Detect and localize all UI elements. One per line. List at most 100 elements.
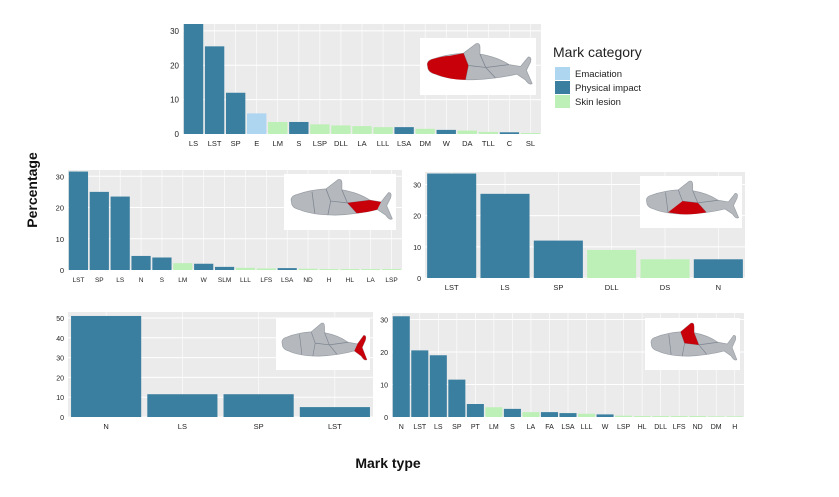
x-tick-label: H <box>732 424 737 431</box>
x-tick-label: HL <box>638 424 647 431</box>
dolphin-body <box>646 180 740 219</box>
bar-lst <box>204 46 225 134</box>
x-tick-label: LSP <box>385 277 397 284</box>
x-tick-label: SP <box>254 422 264 431</box>
x-tick-label: E <box>254 139 259 148</box>
x-tick-label: S <box>296 139 301 148</box>
x-tick-label: LM <box>273 139 283 148</box>
bar-w <box>596 414 614 417</box>
legend-label-skin-lesion: Skin lesion <box>575 97 621 108</box>
bar-sp <box>89 191 109 270</box>
x-tick-label: LA <box>357 139 366 148</box>
x-tick-label: LSP <box>617 424 631 431</box>
bar-dll <box>587 249 637 278</box>
dolphin-icon-1 <box>284 174 396 230</box>
y-tick-label: 30 <box>380 318 388 325</box>
bar-w <box>436 129 456 134</box>
bar-dm <box>415 128 435 134</box>
x-tick-label: S <box>160 277 165 284</box>
bar-n <box>71 315 142 417</box>
y-tick-label: 0 <box>60 266 64 275</box>
dolphin-segments <box>668 331 718 357</box>
bar-lsp <box>310 124 330 134</box>
x-tick-label: LLL <box>240 277 251 284</box>
bar-lst <box>427 173 477 278</box>
bar-ls <box>147 394 218 417</box>
x-tick-label: LFS <box>673 424 686 431</box>
y-tick-label: 20 <box>56 375 64 382</box>
x-tick-label: H <box>327 277 332 284</box>
dolphin-highlight-fluke <box>354 335 367 361</box>
x-tick-label: LST <box>413 424 427 431</box>
y-tick-label: 40 <box>56 336 64 343</box>
bar-ls <box>480 193 530 278</box>
bar-lm <box>268 121 288 134</box>
x-tick-label: LM <box>489 424 499 431</box>
chart-panel-3: 0 10 20 30 40 50 N LS SP LST <box>56 312 373 431</box>
x-tick-label: LS <box>178 422 187 431</box>
bar-sl <box>520 132 541 134</box>
bar-n <box>392 316 410 417</box>
x-tick-label: ND <box>693 424 703 431</box>
dolphin-highlight-tail-stock <box>347 200 382 214</box>
x-tick-label: N <box>103 422 108 431</box>
x-tick-label: LA <box>367 277 376 284</box>
x-tick-label: SP <box>231 139 241 148</box>
y-axis-title: Percentage <box>24 152 40 228</box>
chart-panel-2: 0 10 20 30 LST LS SP DLL DS N <box>413 172 745 292</box>
bar-slm <box>214 266 235 270</box>
bar-c <box>499 132 520 134</box>
bar-fa <box>540 412 558 417</box>
x-tick-label: DLL <box>605 283 619 292</box>
bar-ds <box>640 259 690 278</box>
bar-dm <box>707 416 725 417</box>
bar-s <box>289 121 309 134</box>
bar-lsa <box>559 413 577 417</box>
bar-sp <box>223 394 294 417</box>
x-tick-label: LSA <box>281 277 294 284</box>
x-tick-label: LST <box>445 283 459 292</box>
x-tick-label: DM <box>711 424 722 431</box>
x-axis-title: Mark type <box>355 455 421 471</box>
x-tick-label: LLL <box>581 424 593 431</box>
bar-sp <box>448 379 466 417</box>
legend-label-emaciation: Emaciation <box>575 69 622 80</box>
x-tick-label: SP <box>553 283 563 292</box>
legend-label-physical-impact: Physical impact <box>575 83 641 94</box>
y-tick-label: 0 <box>175 130 180 139</box>
bar-n <box>693 259 743 278</box>
x-tick-label: PT <box>471 424 481 431</box>
legend-title: Mark category <box>553 44 642 60</box>
y-tick-label: 30 <box>56 172 64 181</box>
bar-lll <box>235 267 256 270</box>
dolphin-icon-3 <box>276 318 370 370</box>
y-tick-label: 20 <box>380 350 388 357</box>
y-tick-label: 20 <box>56 204 64 213</box>
y-tick-label: 30 <box>56 356 64 363</box>
bar-h <box>726 416 744 417</box>
bar-hl <box>633 416 651 417</box>
y-tick-label: 0 <box>60 415 64 422</box>
y-tick-label: 20 <box>413 214 421 221</box>
x-tick-label: FA <box>545 424 554 431</box>
bar-la <box>352 126 372 134</box>
bar-lst <box>411 350 429 417</box>
bar-lll <box>373 127 393 134</box>
bar-lfs <box>670 416 688 417</box>
bar-ls <box>110 196 130 270</box>
x-tick-label: DA <box>462 139 472 148</box>
bar-nd <box>689 416 707 417</box>
bar-lm <box>173 263 193 270</box>
x-tick-label: LS <box>434 424 443 431</box>
x-tick-label: ND <box>303 277 313 284</box>
x-tick-label: LST <box>328 422 342 431</box>
x-tick-label: DS <box>660 283 670 292</box>
bar-lll <box>578 413 596 417</box>
y-tick-label: 30 <box>170 27 179 36</box>
bar-n <box>131 255 151 270</box>
bar-nd <box>298 268 318 270</box>
bar-lst <box>68 171 89 270</box>
